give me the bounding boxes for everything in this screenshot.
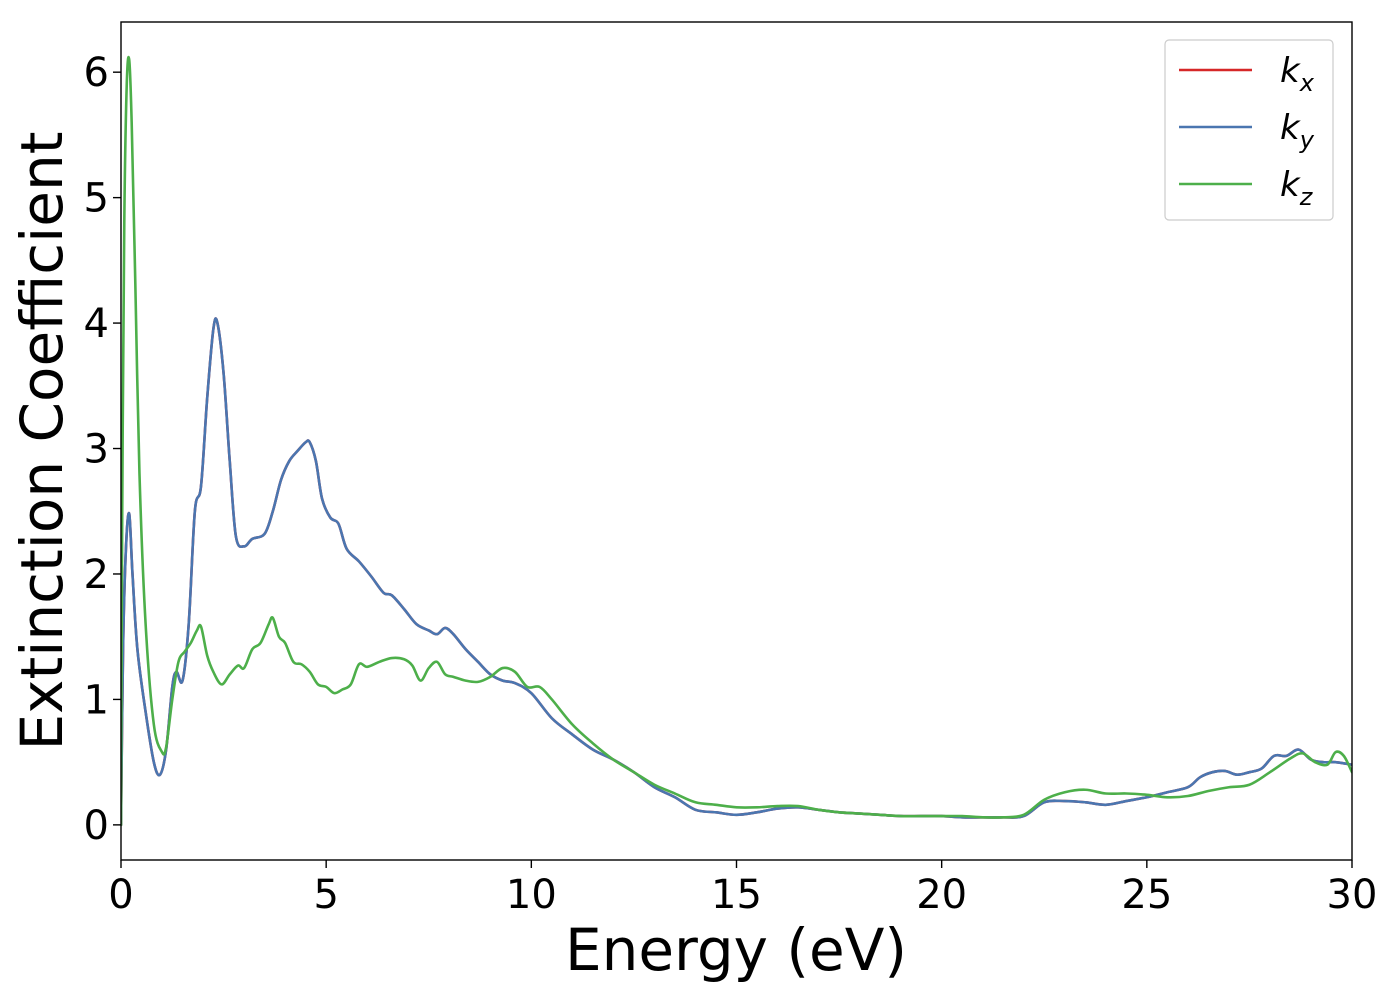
series-layer bbox=[121, 55, 1352, 827]
legend-label-base: k bbox=[1280, 108, 1301, 148]
series-line-ky bbox=[121, 317, 1352, 827]
x-axis: 0 5 10 15 20 25 30 bbox=[108, 860, 1377, 918]
legend-label-subscript: x bbox=[1299, 69, 1315, 97]
legend-label-subscript: z bbox=[1299, 183, 1314, 211]
y-tick-label: 4 bbox=[84, 301, 109, 347]
legend-label-kx: kx bbox=[1280, 51, 1315, 97]
y-axis: 0 1 2 3 4 5 6 bbox=[84, 50, 121, 849]
x-tick-label: 15 bbox=[711, 872, 762, 918]
legend-label-ky: ky bbox=[1280, 108, 1315, 154]
legend-label-base: k bbox=[1280, 165, 1301, 205]
y-tick-label: 5 bbox=[84, 176, 109, 222]
x-tick-label: 5 bbox=[313, 872, 338, 918]
x-tick-label: 30 bbox=[1327, 872, 1378, 918]
legend-label-base: k bbox=[1280, 51, 1301, 91]
plot-background bbox=[121, 22, 1352, 860]
y-axis-title: Extinction Coefficient bbox=[8, 132, 76, 751]
y-tick-label: 2 bbox=[84, 552, 109, 598]
y-tick-label: 6 bbox=[84, 50, 109, 96]
y-tick-label: 1 bbox=[84, 677, 109, 723]
y-tick-label: 3 bbox=[84, 427, 109, 473]
legend-label-subscript: y bbox=[1299, 126, 1315, 154]
legend-frame bbox=[1164, 39, 1334, 221]
x-tick-label: 25 bbox=[1121, 872, 1172, 918]
y-tick-label: 0 bbox=[84, 803, 109, 849]
x-tick-label: 0 bbox=[108, 872, 133, 918]
series-line-kz bbox=[121, 55, 1352, 827]
x-tick-label: 20 bbox=[916, 872, 967, 918]
x-tick-label: 10 bbox=[506, 872, 557, 918]
x-axis-title: Energy (eV) bbox=[565, 916, 907, 984]
legend-label-kz: kz bbox=[1280, 165, 1314, 211]
